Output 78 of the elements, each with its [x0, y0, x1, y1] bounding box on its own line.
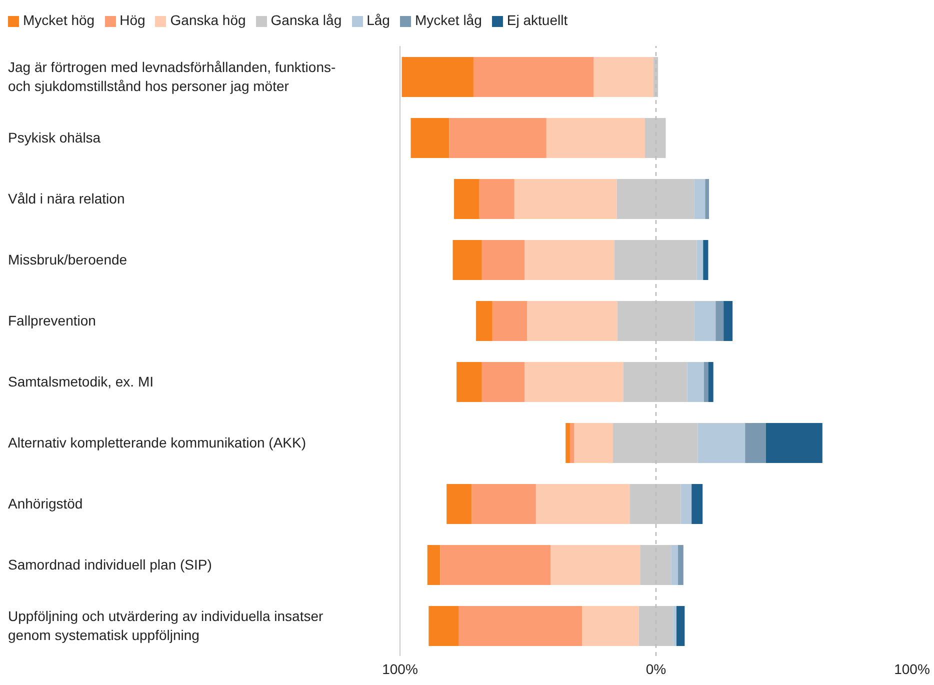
- bar: [527, 301, 618, 341]
- y-tick-label: Samordnad individuell plan (SIP): [8, 556, 212, 572]
- bar: [692, 484, 703, 524]
- bar: [492, 301, 528, 341]
- bar: [638, 606, 674, 646]
- bar: [449, 118, 546, 158]
- bar: [594, 57, 654, 97]
- bar: [640, 545, 672, 585]
- bar: [616, 179, 694, 219]
- bar: [704, 362, 708, 402]
- bar: [482, 240, 525, 280]
- bar: [678, 545, 684, 585]
- y-tick-label: Missbruk/beroende: [8, 252, 128, 268]
- bar: [514, 179, 617, 219]
- bar: [694, 179, 706, 219]
- y-tick-label: Fallprevention: [8, 312, 96, 328]
- bar: [671, 545, 678, 585]
- bar: [766, 423, 822, 463]
- legend-label: Låg: [366, 12, 390, 28]
- bar: [644, 118, 666, 158]
- bar: [550, 545, 640, 585]
- bar: [428, 606, 459, 646]
- bar: [454, 179, 480, 219]
- bar: [680, 484, 692, 524]
- legend-label: Ej aktuellt: [506, 12, 568, 28]
- bar: [479, 179, 514, 219]
- legend-label: Ganska hög: [170, 12, 246, 28]
- bar: [570, 423, 574, 463]
- x-tick-label: 0%: [646, 660, 666, 677]
- bar: [524, 240, 614, 280]
- bar: [410, 118, 450, 158]
- bar: [446, 484, 472, 524]
- y-tick-label: Uppföljning och utvärdering av individuella insatser genom systematisk uppföljning: [8, 608, 324, 643]
- x-tick-label: 100%: [382, 660, 418, 677]
- y-tick-label: Alternativ kompletterande kommunikation (AKK): [8, 434, 306, 450]
- bar: [472, 484, 536, 524]
- bar: [612, 423, 698, 463]
- legend-label: Mycket låg: [414, 12, 482, 28]
- bar: [574, 423, 613, 463]
- y-tick-label: Anhörigstöd: [8, 496, 83, 512]
- y-tick-label: Våld i nära relation: [8, 190, 125, 206]
- bar: [614, 240, 697, 280]
- bar: [705, 179, 709, 219]
- bar: [476, 301, 492, 341]
- bar: [546, 118, 645, 158]
- bar: [623, 362, 688, 402]
- bar: [687, 362, 704, 402]
- bar: [458, 606, 582, 646]
- bar: [676, 606, 685, 646]
- bar: [452, 240, 482, 280]
- bar: [724, 301, 733, 341]
- bar: [696, 240, 704, 280]
- bar: [473, 57, 594, 97]
- bar: [703, 240, 708, 280]
- y-tick-label: Samtalsmetodik, ex. MI: [8, 374, 154, 390]
- bar: [524, 362, 624, 402]
- y-tick-label: Jag är förtrogen med levnadsförhållanden, funktions- och sjukdomstillstånd hos personer jag möter: [8, 59, 336, 94]
- bar: [698, 423, 746, 463]
- bar: [673, 606, 676, 646]
- x-tick-label: 100%: [894, 660, 930, 677]
- legend-label: Hög: [120, 12, 146, 28]
- bar: [566, 423, 570, 463]
- bar: [708, 362, 714, 402]
- bar: [694, 301, 716, 341]
- bar: [745, 423, 766, 463]
- bar: [456, 362, 482, 402]
- bar: [582, 606, 639, 646]
- bar: [482, 362, 525, 402]
- legend-label: Mycket hög: [23, 12, 95, 28]
- bar: [716, 301, 724, 341]
- bar: [427, 545, 440, 585]
- bar: [630, 484, 681, 524]
- bar: [617, 301, 694, 341]
- y-tick-label: Psykisk ohälsa: [8, 130, 101, 146]
- bar: [402, 57, 474, 97]
- bar: [536, 484, 630, 524]
- legend-label: Ganska låg: [270, 12, 342, 28]
- bar: [440, 545, 551, 585]
